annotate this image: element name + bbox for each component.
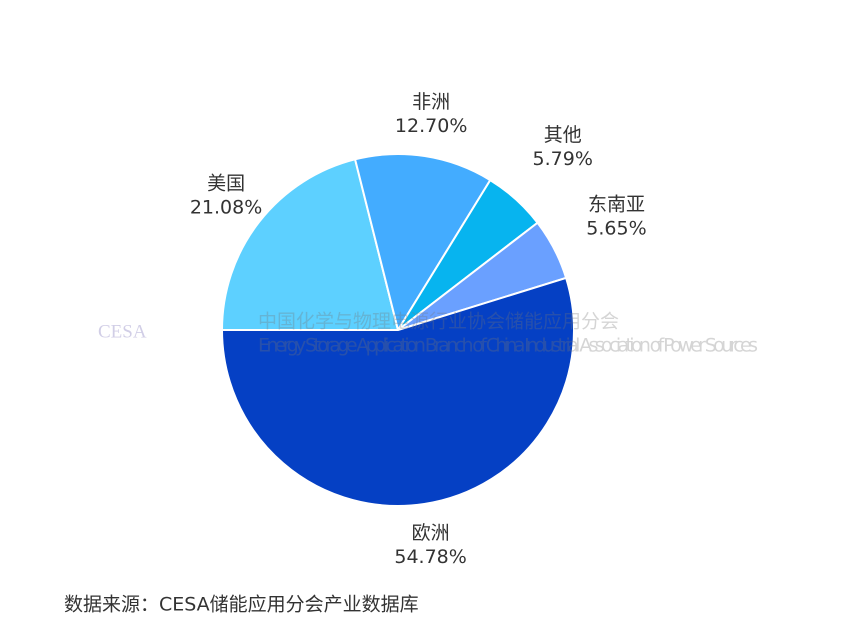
slice-category-label: 欧洲 bbox=[412, 522, 450, 544]
slice-value-label: 5.65% bbox=[586, 217, 646, 239]
slice-value-label: 12.70% bbox=[395, 115, 467, 137]
slice-category-label: 其他 bbox=[544, 124, 582, 146]
watermark-name: 中国化学与物理电源行业协会储能应用分会 bbox=[258, 311, 619, 333]
slice-category-label: 非洲 bbox=[412, 91, 450, 113]
slice-value-label: 54.78% bbox=[394, 546, 466, 568]
slice-category-label: 美国 bbox=[207, 172, 245, 194]
pie bbox=[220, 153, 575, 507]
slice-value-label: 5.79% bbox=[533, 148, 593, 170]
watermark-logo: CESA bbox=[98, 321, 147, 342]
source-note: 数据来源：CESA储能应用分会产业数据库 bbox=[64, 594, 419, 616]
watermark: CESA 中国化学与物理电源行业协会储能应用分会 Energy Storage … bbox=[98, 311, 758, 357]
slice-value-label: 21.08% bbox=[190, 196, 262, 218]
watermark-name-en: Energy Storage Application Branch of Chi… bbox=[258, 335, 758, 357]
pie-slice bbox=[220, 158, 400, 331]
pie-slice bbox=[353, 153, 492, 333]
pie-slice bbox=[220, 276, 575, 507]
slice-category-label: 东南亚 bbox=[588, 193, 645, 215]
